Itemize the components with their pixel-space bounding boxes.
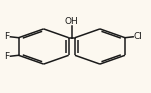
Text: Cl: Cl — [134, 32, 143, 41]
Text: F: F — [5, 52, 10, 61]
Text: OH: OH — [65, 17, 79, 25]
Text: F: F — [5, 32, 10, 41]
